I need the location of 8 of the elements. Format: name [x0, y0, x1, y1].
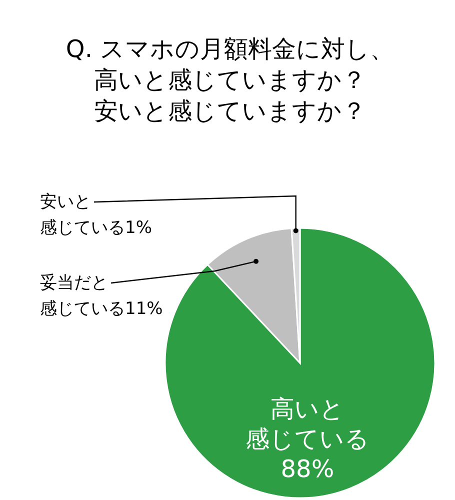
chart-title: Q. スマホの月額料金に対し、高いと感じていますか？安いと感じていますか？ [66, 35, 394, 125]
data-label: 11% [125, 299, 163, 319]
slice-label: 安いと感じている [40, 192, 125, 238]
pie-slice [164, 227, 436, 499]
slice-label: 高いと感じている [245, 394, 370, 453]
slice-label: 妥当だと感じている [40, 273, 125, 319]
data-label: 88% [280, 454, 334, 483]
data-label: 1% [125, 218, 152, 238]
